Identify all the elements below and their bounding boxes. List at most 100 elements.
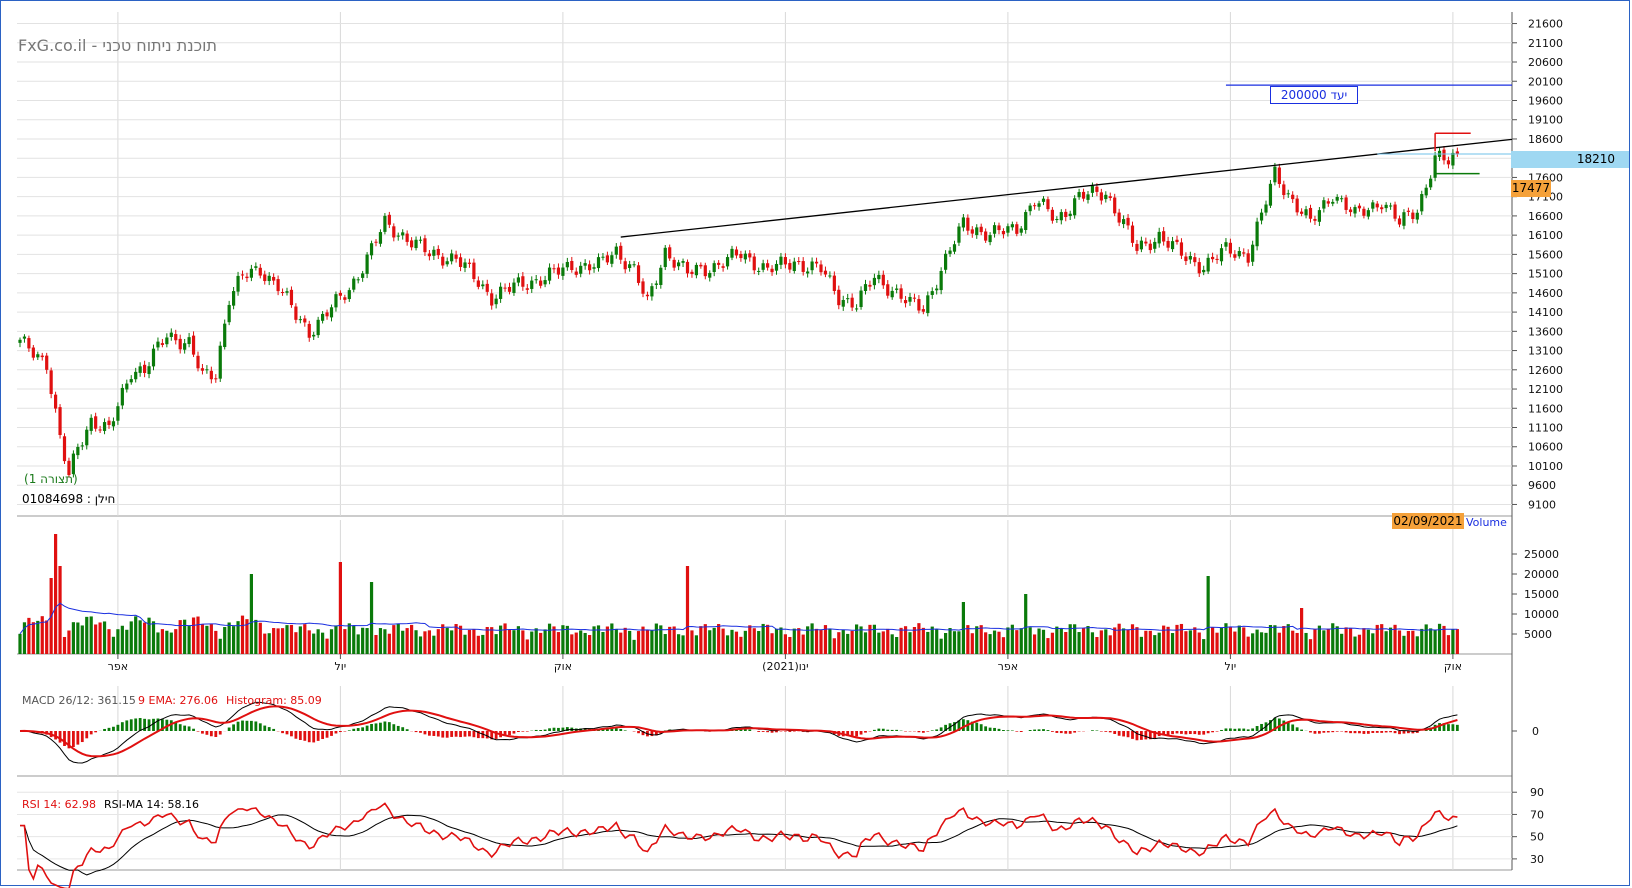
macd-histogram-bar bbox=[383, 721, 387, 731]
candle-body bbox=[107, 420, 111, 425]
candle-body bbox=[67, 460, 71, 476]
candle-body bbox=[699, 264, 703, 267]
candle-body bbox=[1041, 198, 1046, 202]
macd-histogram-bar bbox=[1162, 731, 1166, 736]
candle-body bbox=[521, 276, 525, 287]
macd-histogram-bar bbox=[290, 731, 293, 737]
macd-histogram-bar bbox=[187, 726, 191, 731]
macd-histogram-bar bbox=[401, 727, 405, 731]
candle-body bbox=[774, 263, 779, 271]
macd-histogram-bar bbox=[183, 725, 187, 731]
volume-bar bbox=[935, 629, 939, 654]
candle-body bbox=[129, 379, 133, 383]
candle-body bbox=[988, 235, 992, 243]
volume-bar bbox=[877, 632, 881, 654]
candle-body bbox=[1446, 160, 1451, 165]
macd-histogram-bar bbox=[316, 731, 320, 741]
volume-bar bbox=[1126, 629, 1130, 654]
macd-histogram-bar bbox=[134, 718, 138, 731]
candle-body bbox=[1397, 218, 1402, 225]
macd-histogram-bar bbox=[1108, 731, 1112, 733]
candle-body bbox=[583, 263, 587, 266]
candle-body bbox=[396, 235, 400, 237]
volume-bar bbox=[908, 632, 912, 654]
volume-bar bbox=[641, 626, 645, 654]
candle-body bbox=[659, 267, 663, 285]
macd-histogram-bar bbox=[454, 731, 458, 737]
candle-body bbox=[788, 263, 792, 270]
volume-bar bbox=[365, 628, 369, 654]
candle-body bbox=[512, 282, 516, 293]
volume-bar bbox=[1006, 627, 1010, 654]
candle-body bbox=[321, 313, 325, 321]
volume-bar bbox=[1246, 636, 1250, 654]
candle-body bbox=[984, 231, 988, 241]
macd-histogram-bar bbox=[387, 722, 391, 731]
macd-histogram-bar bbox=[1037, 729, 1041, 731]
macd-histogram-bar bbox=[147, 719, 151, 731]
volume-bar bbox=[209, 624, 213, 654]
macd-histogram-bar bbox=[1224, 728, 1228, 731]
volume-bar bbox=[361, 627, 365, 654]
macd-histogram-bar bbox=[196, 731, 200, 732]
candle-body bbox=[98, 429, 102, 431]
candle-body bbox=[1090, 185, 1095, 193]
candle-body bbox=[1202, 269, 1206, 273]
volume-bar bbox=[957, 631, 961, 654]
volume-bar bbox=[552, 626, 556, 654]
price-tick-label: 20100 bbox=[1528, 75, 1563, 88]
volume-bar bbox=[739, 636, 743, 654]
volume-ma-line bbox=[19, 602, 1458, 635]
macd-histogram-bar bbox=[1135, 731, 1139, 741]
macd-histogram-bar bbox=[76, 731, 80, 745]
candle-body bbox=[645, 294, 650, 297]
candle-body bbox=[792, 261, 796, 272]
volume-bar bbox=[1059, 628, 1063, 654]
macd-histogram-bar bbox=[1006, 730, 1010, 731]
candle-body bbox=[245, 276, 249, 279]
candle-body bbox=[258, 267, 262, 276]
price-tick-label: 19100 bbox=[1528, 114, 1563, 127]
candle-body bbox=[174, 334, 178, 341]
candle-body bbox=[543, 280, 547, 285]
volume-tick-label: 15000 bbox=[1524, 588, 1559, 601]
volume-bar bbox=[1139, 636, 1143, 654]
candle-body bbox=[410, 240, 414, 248]
candle-body bbox=[1442, 149, 1446, 161]
macd-histogram-bar bbox=[1309, 731, 1312, 733]
volume-bar bbox=[174, 629, 178, 654]
candle-body bbox=[1340, 198, 1344, 200]
candle-body bbox=[1286, 193, 1290, 195]
candle-body bbox=[401, 232, 405, 236]
candle-body bbox=[1064, 211, 1068, 218]
candle-body bbox=[957, 226, 961, 243]
volume-bar bbox=[1389, 627, 1393, 654]
candle-body bbox=[592, 267, 596, 269]
volume-bar bbox=[418, 636, 423, 654]
macd-histogram-bar bbox=[1358, 731, 1361, 734]
volume-bar bbox=[401, 630, 405, 654]
candle-body bbox=[708, 272, 712, 278]
candle-body bbox=[169, 332, 173, 337]
volume-bar bbox=[1130, 624, 1135, 654]
candle-body bbox=[810, 261, 814, 271]
volume-bar bbox=[134, 616, 138, 654]
macd-histogram-bar bbox=[1246, 729, 1250, 731]
volume-bar bbox=[970, 633, 974, 654]
macd-histogram-bar bbox=[1282, 720, 1286, 731]
volume-bar bbox=[961, 602, 965, 654]
volume-bar bbox=[1317, 625, 1321, 654]
candle-body bbox=[565, 261, 569, 268]
volume-bar bbox=[178, 620, 182, 654]
volume-bar bbox=[1326, 628, 1330, 654]
volume-bar bbox=[623, 627, 627, 654]
volume-bar bbox=[681, 635, 685, 654]
macd-histogram-bar bbox=[1229, 728, 1232, 731]
volume-bar bbox=[663, 634, 667, 654]
volume-bar bbox=[36, 620, 40, 654]
volume-bar bbox=[169, 632, 173, 654]
candle-body bbox=[347, 290, 351, 300]
macd-histogram-bar bbox=[1269, 720, 1272, 731]
macd-group bbox=[23, 717, 1459, 749]
